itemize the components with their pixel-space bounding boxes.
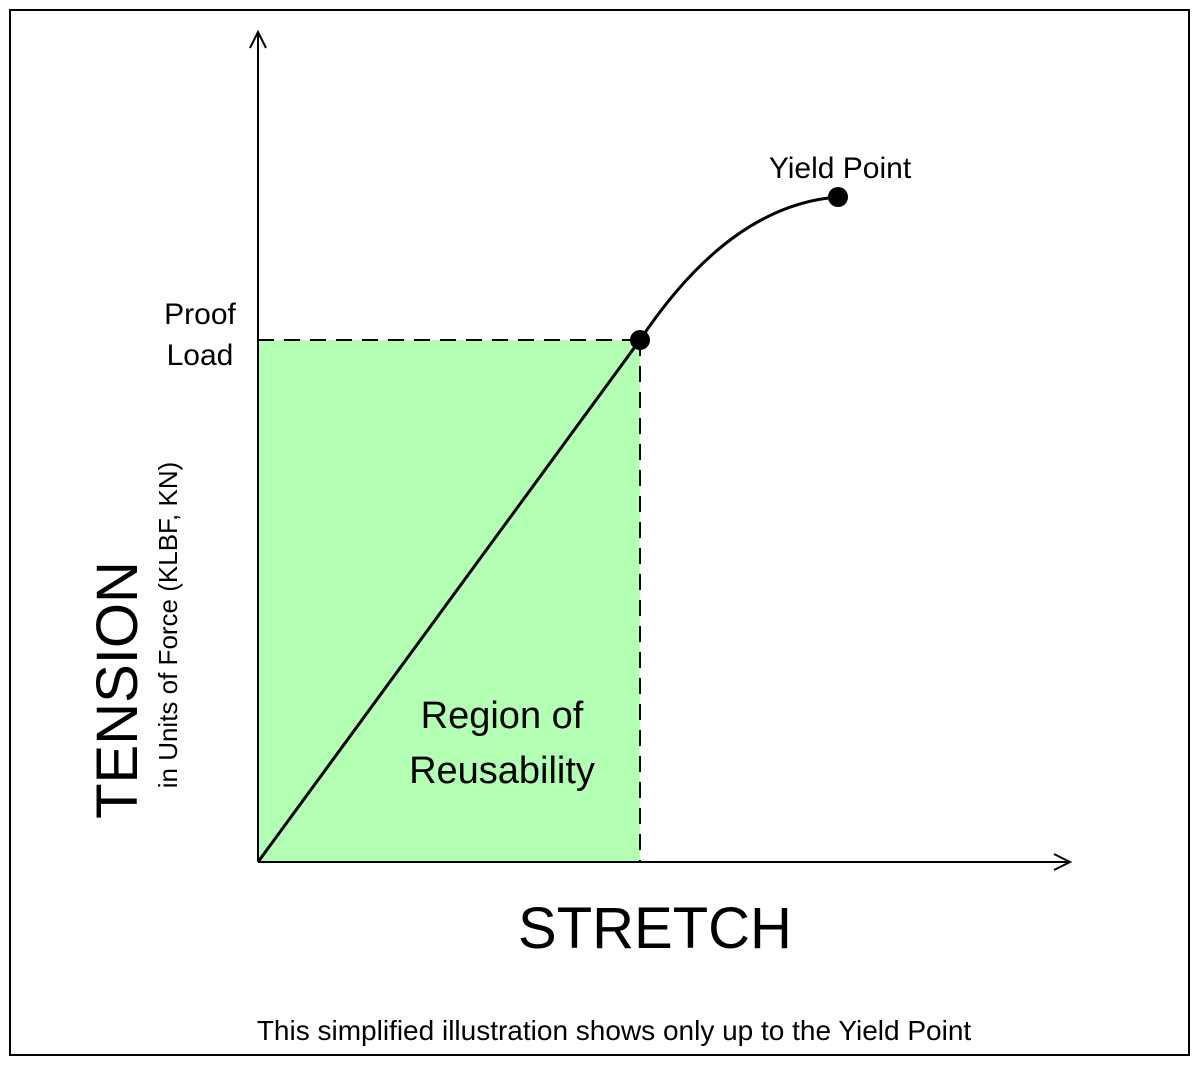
proof-load-label: Load — [167, 339, 234, 372]
caption: This simplified illustration shows only … — [257, 1015, 972, 1046]
y-axis-subtitle: in Units of Force (KLBF, KN) — [153, 462, 183, 789]
yield-curve — [638, 195, 839, 341]
yield-point-label: Yield Point — [769, 152, 912, 185]
yield-point — [828, 187, 848, 207]
region-label: Region of — [421, 695, 584, 737]
elastic-line — [256, 339, 642, 863]
proof-load-label: Proof — [164, 298, 236, 331]
x-axis-title: STRETCH — [518, 896, 792, 961]
proof-load-point — [630, 330, 650, 350]
y-axis-title: TENSION — [85, 561, 150, 819]
region-label: Reusability — [409, 750, 595, 792]
